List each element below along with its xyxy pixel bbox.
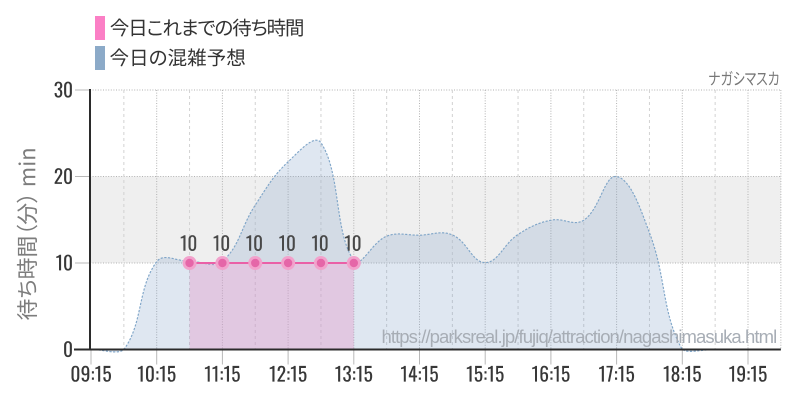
svg-text:https://parksreal.jp/fujiq/att: https://parksreal.jp/fujiq/attraction/na…: [382, 326, 777, 347]
